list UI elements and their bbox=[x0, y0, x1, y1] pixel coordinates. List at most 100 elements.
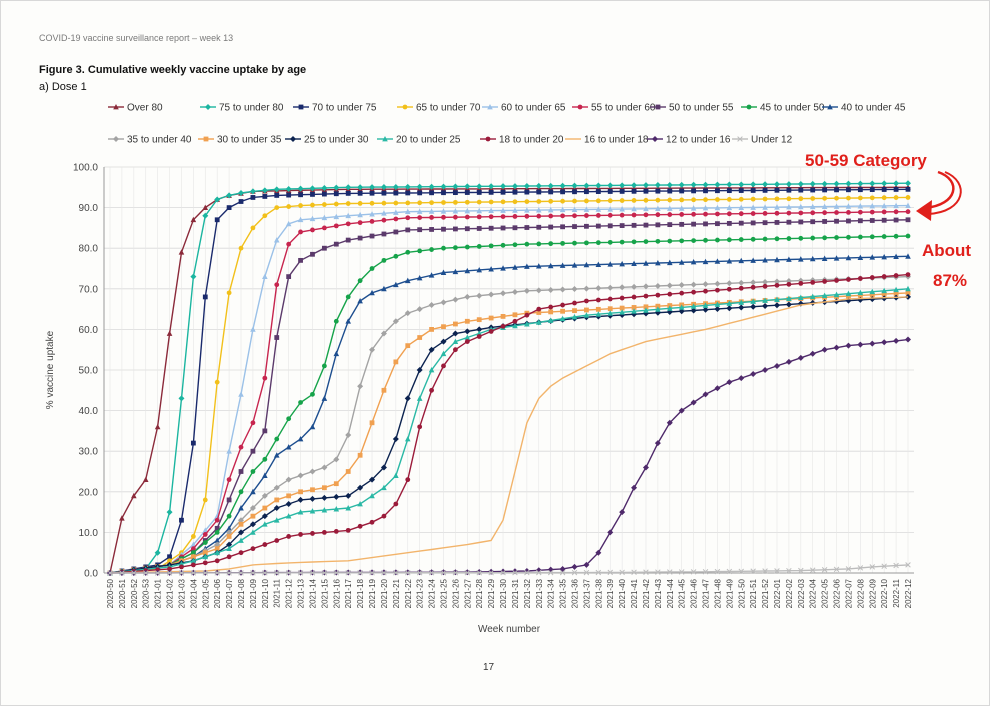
data-point bbox=[595, 189, 601, 194]
data-point bbox=[857, 218, 863, 224]
data-point bbox=[416, 367, 423, 373]
data-point bbox=[655, 569, 661, 575]
data-point bbox=[392, 436, 399, 443]
data-point bbox=[750, 257, 756, 263]
data-point bbox=[381, 387, 387, 393]
data-point bbox=[583, 561, 590, 568]
data-point bbox=[572, 198, 577, 204]
data-point bbox=[667, 197, 673, 203]
data-point bbox=[416, 208, 423, 214]
legend-marker bbox=[205, 104, 211, 110]
data-point bbox=[857, 276, 863, 281]
legend-item: 55 to under 60 bbox=[572, 103, 656, 114]
data-point bbox=[333, 481, 339, 487]
data-point bbox=[762, 302, 769, 309]
data-point bbox=[404, 436, 411, 442]
data-point bbox=[512, 207, 518, 213]
data-point bbox=[738, 181, 745, 188]
x-tick-label: 2020-52 bbox=[130, 578, 139, 608]
data-point bbox=[869, 209, 875, 215]
legend-marker bbox=[402, 104, 408, 110]
data-point bbox=[631, 484, 638, 491]
data-point bbox=[369, 266, 375, 271]
data-point bbox=[131, 570, 137, 576]
data-point bbox=[464, 214, 470, 220]
data-point bbox=[774, 296, 780, 302]
data-point bbox=[452, 330, 459, 337]
data-point bbox=[393, 229, 399, 235]
data-point bbox=[416, 569, 423, 576]
data-point bbox=[369, 219, 375, 224]
data-point bbox=[785, 358, 792, 365]
data-point bbox=[619, 569, 625, 576]
data-point bbox=[250, 225, 256, 231]
data-point bbox=[702, 306, 709, 313]
data-point bbox=[214, 549, 220, 556]
x-tick-label: 2021-52 bbox=[761, 578, 770, 608]
legend-item: 25 to under 30 bbox=[285, 135, 369, 146]
x-tick-label: 2021-47 bbox=[702, 578, 711, 608]
data-point bbox=[428, 367, 435, 373]
legend-item: Under 12 bbox=[732, 135, 793, 146]
data-point bbox=[381, 190, 387, 196]
data-point bbox=[726, 286, 732, 292]
data-point bbox=[464, 339, 470, 344]
data-point bbox=[166, 509, 173, 516]
data-point bbox=[619, 189, 625, 194]
data-point bbox=[476, 214, 482, 220]
data-point bbox=[214, 530, 220, 535]
data-point bbox=[547, 182, 554, 189]
x-tick-label: 2021-40 bbox=[618, 578, 627, 608]
data-point bbox=[297, 570, 304, 576]
data-point bbox=[547, 286, 554, 293]
data-point bbox=[309, 508, 316, 514]
data-point bbox=[715, 211, 720, 217]
data-point bbox=[452, 268, 459, 275]
data-point bbox=[214, 525, 220, 531]
data-point bbox=[881, 187, 887, 192]
data-point bbox=[810, 187, 816, 193]
data-point bbox=[559, 206, 566, 213]
data-point bbox=[774, 204, 780, 210]
data-point bbox=[249, 505, 256, 512]
data-point bbox=[214, 541, 221, 548]
data-point bbox=[262, 542, 268, 547]
data-point bbox=[321, 530, 327, 535]
data-point bbox=[262, 428, 268, 434]
data-point bbox=[785, 181, 792, 188]
data-point bbox=[190, 440, 196, 446]
data-point bbox=[726, 204, 733, 211]
data-point bbox=[619, 295, 625, 301]
data-point bbox=[905, 290, 911, 296]
data-point bbox=[572, 308, 577, 314]
data-point bbox=[297, 185, 304, 192]
data-point bbox=[548, 213, 554, 219]
data-point bbox=[572, 213, 577, 219]
data-point bbox=[309, 185, 316, 192]
data-point bbox=[523, 183, 530, 190]
data-point bbox=[500, 569, 506, 576]
legend-label: 20 to under 25 bbox=[396, 135, 461, 146]
data-point bbox=[643, 212, 649, 218]
data-point bbox=[809, 567, 816, 573]
data-point bbox=[488, 207, 494, 214]
data-point bbox=[238, 570, 244, 576]
data-point bbox=[262, 375, 268, 381]
data-point bbox=[274, 282, 280, 288]
data-point bbox=[488, 568, 495, 575]
data-point bbox=[357, 201, 363, 206]
data-point bbox=[691, 289, 697, 295]
data-point bbox=[631, 188, 637, 194]
data-point bbox=[309, 423, 316, 430]
data-point bbox=[822, 279, 828, 284]
data-point bbox=[464, 328, 471, 335]
data-point bbox=[666, 259, 673, 266]
legend-marker bbox=[485, 136, 491, 142]
data-point bbox=[702, 181, 709, 188]
x-tick-label: 2021-08 bbox=[237, 578, 246, 608]
data-point bbox=[524, 241, 530, 247]
data-point bbox=[357, 184, 364, 191]
data-point bbox=[393, 190, 399, 196]
chart-series bbox=[107, 180, 911, 576]
data-point bbox=[703, 237, 708, 243]
